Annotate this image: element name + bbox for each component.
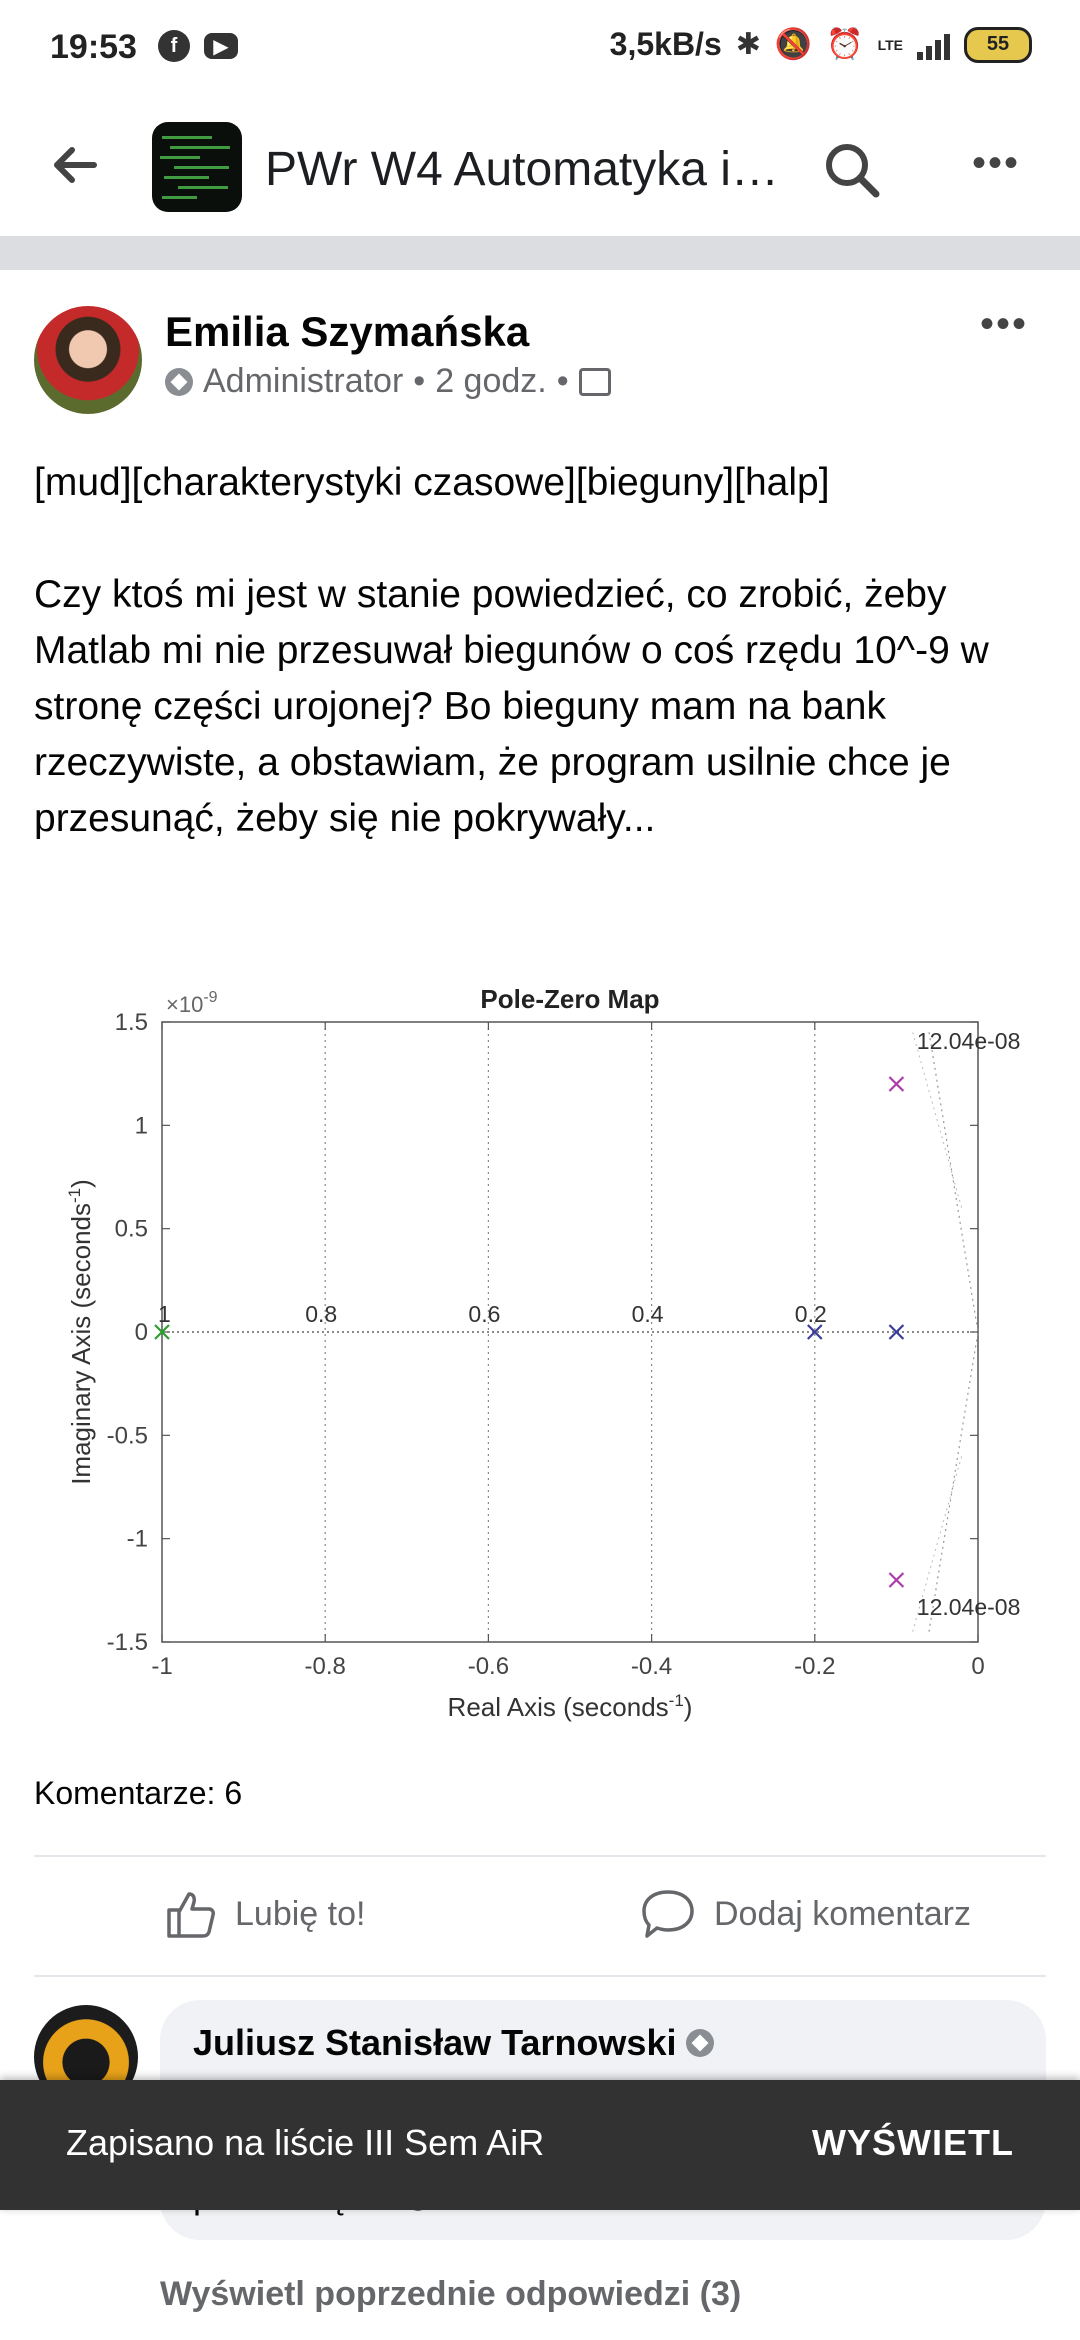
comment-author-name: Juliusz Stanisław Tarnowski bbox=[193, 2022, 677, 2063]
y-tick-label: -1.5 bbox=[107, 1629, 148, 1656]
damping-label: 0.4 bbox=[632, 1301, 664, 1327]
like-button[interactable]: Lubię to! bbox=[165, 1888, 365, 1940]
bell-off-icon: 🔕 bbox=[774, 28, 813, 61]
admin-badge-icon bbox=[165, 367, 193, 396]
snackbar-message: Zapisano na liście III Sem AiR bbox=[66, 2122, 545, 2163]
x-tick-label: 0 bbox=[971, 1653, 984, 1680]
post-options-icon[interactable]: ••• bbox=[980, 302, 1029, 346]
actions-bottom-divider bbox=[34, 1975, 1046, 1977]
youtube-icon: ▶ bbox=[204, 33, 238, 59]
y-tick-label: 1 bbox=[135, 1112, 148, 1139]
author-avatar[interactable] bbox=[34, 306, 142, 414]
x-tick-label: -0.4 bbox=[631, 1653, 672, 1680]
status-time: 19:53 bbox=[50, 28, 137, 66]
pole-marker-stroke bbox=[888, 1324, 905, 1340]
like-label: Lubię to! bbox=[235, 1894, 366, 1933]
battery-level: 55 bbox=[986, 33, 1010, 55]
pole-marker-stroke bbox=[807, 1324, 823, 1340]
author-role: Administrator bbox=[203, 362, 404, 400]
y-axis-label-exponent: -1 bbox=[65, 1188, 84, 1203]
damping-label: 0.6 bbox=[468, 1301, 500, 1327]
y-tick-label: 0 bbox=[135, 1319, 148, 1346]
thumbs-up-icon bbox=[167, 1892, 215, 1938]
y-axis-label-end: ) bbox=[66, 1179, 96, 1188]
more-options-icon[interactable]: ••• bbox=[972, 141, 1021, 185]
y-tick-label: -1 bbox=[127, 1526, 148, 1553]
actions-top-divider bbox=[34, 1855, 1046, 1857]
chart-title: Pole-Zero Map bbox=[480, 984, 659, 1014]
post-tags: [mud][charakterystyki czasowe][bieguny][… bbox=[34, 461, 830, 504]
status-bar: 19:53 f ▶ 3,5kB/s ✱ 🔕 ⏰ LTE 55 bbox=[0, 0, 1080, 100]
pole-zero-chart[interactable]: -1 -0.8 -0.6 -0.4 -0.2 0 1.5 1 0.5 0 -0.5 -1 -1.5 1 0.… bbox=[60, 965, 1060, 1740]
group-thumbnail[interactable] bbox=[152, 122, 242, 212]
x-axis-label: Real Axis (seconds-1) bbox=[448, 1691, 693, 1722]
y-tick-label: -0.5 bbox=[107, 1422, 148, 1449]
y-tick-label: 1.5 bbox=[115, 1009, 148, 1036]
pole-marker bbox=[888, 1572, 905, 1588]
frequency-label: 12.04e-08 bbox=[917, 1028, 1021, 1054]
y-scale-exponent: -9 bbox=[203, 989, 217, 1006]
pole-marker bbox=[888, 1324, 905, 1340]
bluetooth-icon: ✱ bbox=[735, 28, 761, 61]
comment-bubble-icon bbox=[642, 1890, 694, 1938]
damping-label: 1 bbox=[158, 1301, 171, 1327]
x-tick-label: -0.6 bbox=[468, 1653, 509, 1680]
x-axis-label-end: ) bbox=[684, 1692, 693, 1722]
group-audience-icon bbox=[578, 367, 611, 396]
frequency-label: 12.04e-08 bbox=[917, 1594, 1021, 1620]
plot-frame bbox=[161, 1021, 979, 1643]
frequency-grid-line bbox=[928, 1032, 979, 1333]
x-axis-label-exponent: -1 bbox=[669, 1691, 684, 1710]
pole-marker-stroke bbox=[888, 1076, 905, 1092]
comment-author[interactable]: Juliusz Stanisław Tarnowski bbox=[193, 2022, 715, 2064]
signal-icon bbox=[917, 30, 950, 60]
post-time[interactable]: 2 godz. bbox=[435, 362, 547, 400]
frequency-grid-line bbox=[928, 1331, 979, 1632]
y-axis-label: Imaginary Axis (seconds-1) bbox=[65, 1179, 96, 1485]
pole-marker bbox=[154, 1324, 170, 1340]
damping-label: 0.8 bbox=[305, 1301, 337, 1327]
back-arrow-icon[interactable] bbox=[50, 140, 100, 190]
post-meta: Administrator • 2 godz. • bbox=[165, 362, 611, 401]
damping-label: 0.2 bbox=[795, 1301, 827, 1327]
snackbar: Zapisano na liście III Sem AiR WYŚWIETL bbox=[0, 2080, 1080, 2210]
network-speed: 3,5kB/s bbox=[609, 26, 722, 62]
pole-zero-svg: -1 -0.8 -0.6 -0.4 -0.2 01.510.50-0.5-1-1.51 0.… bbox=[65, 984, 1021, 1722]
post-author[interactable]: Emilia Szymańska bbox=[165, 308, 530, 355]
pole-marker bbox=[888, 1076, 905, 1092]
alarm-icon: ⏰ bbox=[826, 28, 864, 61]
post-actions: Lubię to! Dodaj komentarz bbox=[0, 1860, 1080, 1970]
battery-icon: 55 bbox=[964, 26, 1032, 63]
search-icon[interactable] bbox=[822, 140, 882, 200]
comments-count[interactable]: Komentarze: 6 bbox=[34, 1775, 243, 1811]
network-type: LTE bbox=[877, 36, 903, 53]
x-tick-label: -1 bbox=[151, 1653, 172, 1680]
header-divider bbox=[0, 236, 1080, 270]
post-body: [mud][charakterystyki czasowe][bieguny][… bbox=[34, 455, 1034, 847]
facebook-icon: f bbox=[158, 30, 190, 62]
y-scale-factor: ×10-9 bbox=[166, 989, 218, 1017]
view-previous-replies[interactable]: Wyświetl poprzednie odpowiedzi (3) bbox=[160, 2275, 742, 2313]
frequency-grid-line bbox=[912, 1032, 963, 1209]
admin-badge-icon bbox=[686, 2029, 715, 2057]
snackbar-view-button[interactable]: WYŚWIETL bbox=[812, 2122, 1014, 2163]
pole-marker bbox=[807, 1324, 823, 1340]
x-tick-label: -0.2 bbox=[794, 1653, 835, 1680]
frequency-grid-line bbox=[912, 1455, 963, 1632]
app-header: PWr W4 Automatyka i… ••• bbox=[0, 100, 1080, 235]
group-title[interactable]: PWr W4 Automatyka i… bbox=[265, 143, 779, 196]
post-message: Czy ktoś mi jest w stanie powiedzieć, co… bbox=[34, 573, 989, 840]
pole-marker-stroke bbox=[888, 1572, 905, 1588]
comment-button[interactable]: Dodaj komentarz bbox=[640, 1888, 971, 1940]
y-tick-label: 0.5 bbox=[115, 1216, 148, 1243]
pole-marker-stroke bbox=[154, 1324, 170, 1340]
x-tick-label: -0.8 bbox=[305, 1653, 346, 1680]
comment-label: Dodaj komentarz bbox=[714, 1894, 972, 1933]
meta-separator: • bbox=[413, 362, 426, 400]
meta-separator-2: • bbox=[556, 362, 569, 400]
